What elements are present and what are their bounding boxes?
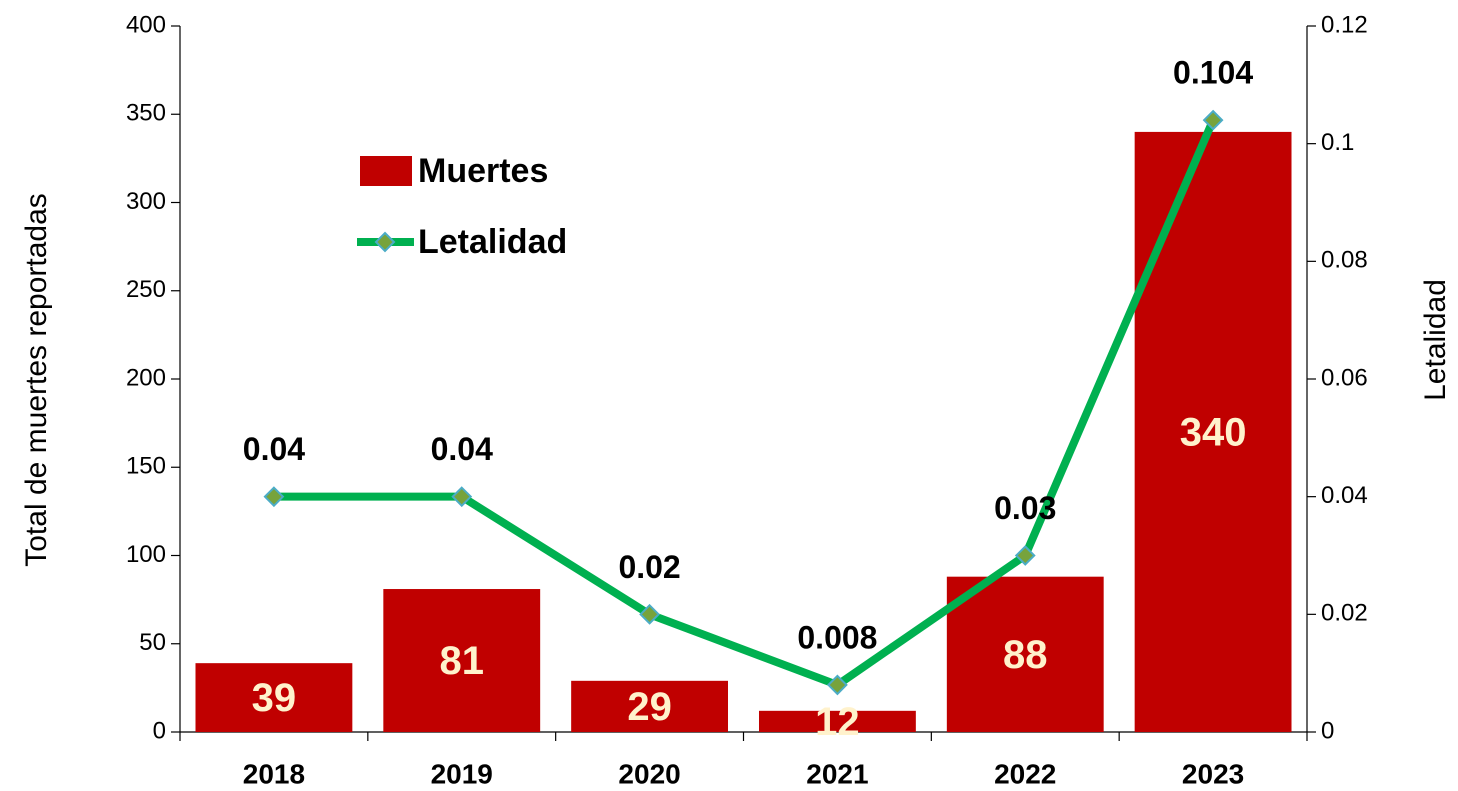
y2-tick-label: 0.04 [1321, 482, 1368, 509]
y2-tick-label: 0.1 [1321, 129, 1354, 156]
x-tick-label: 2023 [1182, 758, 1244, 789]
marker [451, 486, 473, 508]
bar-label: 39 [252, 676, 297, 720]
marker [1014, 545, 1036, 566]
bar [946, 576, 1104, 732]
y2-tick-label: 0.06 [1321, 364, 1368, 391]
line-label: 0.04 [243, 431, 305, 467]
y2-tick-label: 0.08 [1321, 247, 1368, 274]
bar [195, 663, 353, 732]
y2-tick-label: 0.12 [1321, 11, 1368, 38]
line-label: 0.104 [1173, 55, 1253, 91]
marker [263, 486, 285, 508]
x-tick-label: 2019 [431, 758, 493, 789]
y-tick-label: 0 [153, 717, 166, 744]
bar-label: 12 [815, 700, 860, 744]
bar-label: 29 [627, 685, 672, 729]
bar [383, 589, 541, 732]
y-tick-label: 200 [126, 364, 166, 391]
line-label: 0.03 [994, 490, 1056, 526]
legend-swatch [360, 156, 412, 186]
marker [827, 674, 848, 696]
y-tick-label: 100 [126, 541, 166, 568]
y-tick-label: 50 [139, 629, 166, 656]
marker [639, 603, 660, 625]
y-tick-label: 250 [126, 276, 166, 303]
x-tick-label: 2022 [994, 758, 1056, 789]
y-tick-label: 350 [126, 100, 166, 127]
x-tick-label: 2021 [806, 758, 868, 789]
y-tick-label: 150 [126, 453, 166, 480]
x-tick-label: 2020 [618, 758, 680, 789]
bar-label: 81 [440, 639, 485, 683]
y-axis-title: Total de muertes reportadas [20, 193, 53, 567]
legend-label: Letalidad [418, 223, 567, 261]
line-label: 0.02 [618, 549, 680, 585]
line-label: 0.008 [797, 619, 877, 655]
x-tick-label: 2018 [243, 758, 305, 789]
bar [758, 710, 916, 732]
bar-label: 88 [1003, 633, 1048, 677]
y2-tick-label: 0 [1321, 717, 1334, 744]
legend-label: Muertes [418, 152, 548, 190]
line [273, 118, 1217, 689]
y2-axis-title: Letalidad [1419, 279, 1452, 401]
bar-label: 340 [1180, 411, 1247, 455]
y-tick-label: 400 [126, 11, 166, 38]
y-tick-label: 300 [126, 188, 166, 215]
legend-marker [374, 231, 396, 253]
line-label: 0.04 [431, 431, 493, 467]
y2-tick-label: 0.02 [1321, 600, 1368, 627]
marker [1202, 109, 1224, 131]
bar [571, 680, 729, 732]
